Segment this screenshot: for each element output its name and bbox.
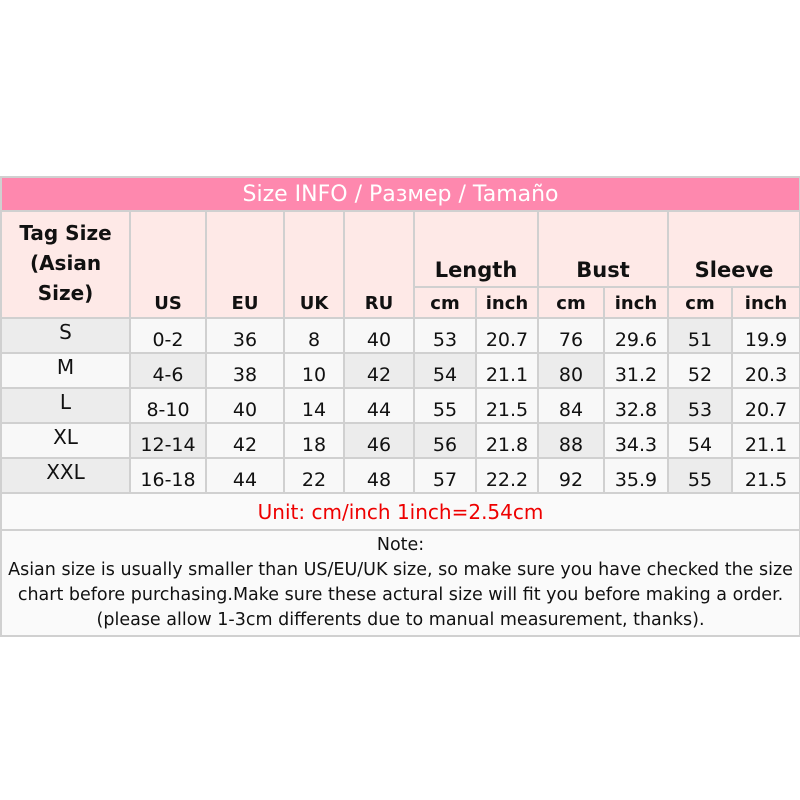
tag-size-cell: XXL [2, 459, 129, 492]
table-cell: 21.8 [477, 424, 537, 457]
table-cell: 20.3 [733, 354, 800, 387]
table-row: M 4-6 38 10 42 54 21.1 80 31.2 52 20.3 [2, 354, 800, 387]
table-cell: 53 [669, 389, 731, 422]
table-cell: 32.8 [605, 389, 667, 422]
header-length: Length [415, 212, 537, 286]
header-length-cm: cm [415, 288, 475, 317]
header-ru: RU [345, 212, 413, 317]
table-row: S 0-2 36 8 40 53 20.7 76 29.6 51 19.9 [2, 319, 800, 352]
unit-note: Unit: cm/inch 1inch=2.54cm [2, 494, 800, 529]
table-cell: 22 [285, 459, 343, 492]
table-cell: 4-6 [131, 354, 205, 387]
table-cell: 48 [345, 459, 413, 492]
table-cell: 19.9 [733, 319, 800, 352]
size-table: Size INFO / Размер / Tamaño Tag Size (As… [0, 176, 800, 637]
table-cell: 16-18 [131, 459, 205, 492]
table-cell: 55 [669, 459, 731, 492]
table-cell: 21.1 [477, 354, 537, 387]
table-cell: 42 [345, 354, 413, 387]
table-cell: 36 [207, 319, 283, 352]
table-cell: 54 [415, 354, 475, 387]
table-cell: 21.5 [477, 389, 537, 422]
tag-size-cell: M [2, 354, 129, 387]
table-cell: 46 [345, 424, 413, 457]
table-cell: 88 [539, 424, 603, 457]
table-cell: 34.3 [605, 424, 667, 457]
header-us: US [131, 212, 205, 317]
header-uk: UK [285, 212, 343, 317]
header-sleeve-inch: inch [733, 288, 800, 317]
table-cell: 29.6 [605, 319, 667, 352]
chart-title: Size INFO / Размер / Tamaño [2, 178, 800, 210]
header-sleeve: Sleeve [669, 212, 800, 286]
table-cell: 8-10 [131, 389, 205, 422]
header-tag-size: Tag Size (Asian Size) [2, 212, 129, 317]
table-cell: 52 [669, 354, 731, 387]
table-cell: 40 [207, 389, 283, 422]
note-text: Asian size is usually smaller than US/EU… [8, 560, 793, 630]
table-cell: 22.2 [477, 459, 537, 492]
table-cell: 56 [415, 424, 475, 457]
tag-size-cell: L [2, 389, 129, 422]
table-cell: 42 [207, 424, 283, 457]
table-cell: 54 [669, 424, 731, 457]
table-cell: 40 [345, 319, 413, 352]
table-cell: 8 [285, 319, 343, 352]
table-cell: 55 [415, 389, 475, 422]
table-cell: 35.9 [605, 459, 667, 492]
header-eu: EU [207, 212, 283, 317]
table-cell: 20.7 [733, 389, 800, 422]
header-sleeve-cm: cm [669, 288, 731, 317]
table-cell: 84 [539, 389, 603, 422]
table-cell: 57 [415, 459, 475, 492]
table-row: XXL 16-18 44 22 48 57 22.2 92 35.9 55 21.5 [2, 459, 800, 492]
table-cell: 44 [207, 459, 283, 492]
note-title: Note: [376, 535, 425, 555]
table-cell: 76 [539, 319, 603, 352]
table-cell: 80 [539, 354, 603, 387]
tag-size-cell: XL [2, 424, 129, 457]
table-row: XL 12-14 42 18 46 56 21.8 88 34.3 54 21.1 [2, 424, 800, 457]
table-cell: 31.2 [605, 354, 667, 387]
table-cell: 21.5 [733, 459, 800, 492]
note: Note: Asian size is usually smaller than … [2, 531, 800, 635]
table-cell: 18 [285, 424, 343, 457]
header-bust-inch: inch [605, 288, 667, 317]
table-cell: 51 [669, 319, 731, 352]
size-chart: Size INFO / Размер / Tamaño Tag Size (As… [0, 176, 800, 637]
table-cell: 53 [415, 319, 475, 352]
header-bust-cm: cm [539, 288, 603, 317]
table-row: L 8-10 40 14 44 55 21.5 84 32.8 53 20.7 [2, 389, 800, 422]
table-cell: 21.1 [733, 424, 800, 457]
header-length-inch: inch [477, 288, 537, 317]
table-cell: 14 [285, 389, 343, 422]
tag-size-cell: S [2, 319, 129, 352]
header-bust: Bust [539, 212, 667, 286]
table-cell: 38 [207, 354, 283, 387]
table-cell: 44 [345, 389, 413, 422]
table-cell: 92 [539, 459, 603, 492]
table-cell: 10 [285, 354, 343, 387]
table-cell: 0-2 [131, 319, 205, 352]
table-cell: 12-14 [131, 424, 205, 457]
table-cell: 20.7 [477, 319, 537, 352]
